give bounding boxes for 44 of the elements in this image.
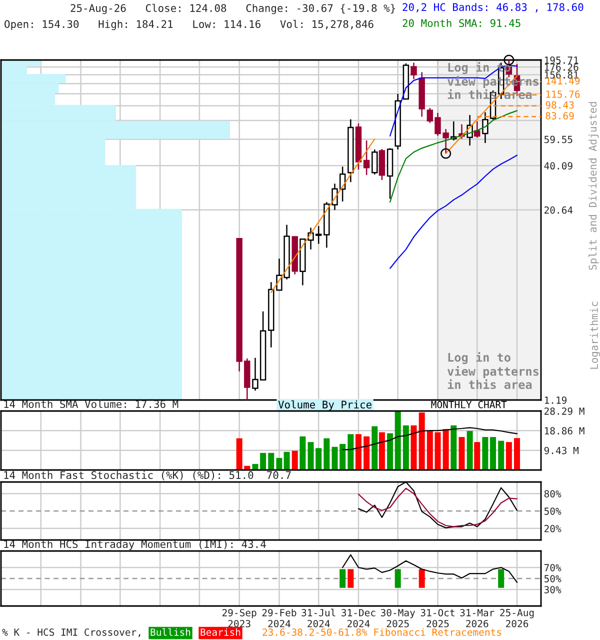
y-tick-label: 20.64 (544, 206, 573, 214)
y-tick-label: 50% (544, 575, 562, 582)
y-tick-label: 20% (544, 524, 562, 532)
text: Volume By Price (278, 400, 372, 411)
text: 23.6-38.2-50-61.8% Fibonacci Retracements (262, 628, 502, 636)
y-tick-label: 50% (544, 508, 562, 515)
text: 20,2 HC Bands: 46.83 , 178.60 (402, 2, 584, 12)
x-tick-label: 29-Feb 2024 (262, 608, 296, 628)
text: Bullish (150, 628, 190, 636)
x-tick-label: 31-Jul 2024 (302, 608, 336, 628)
legend-title: % K - HCS IMI Crossover, (2, 628, 140, 638)
x-tick-label: 31-Mar 2026 (460, 609, 494, 628)
y-tick-label: 70% (544, 564, 562, 572)
chart-subtitle: Open: 154.30 High: 184.21 Low: 114.16 Vol: 15,278,846 (4, 20, 374, 30)
y-tick-label: 176.26 (544, 63, 578, 71)
data-label: 115.76 (546, 90, 580, 98)
y-axis-title: Split and Dividend Adjusted (588, 102, 599, 270)
chart-title: 25-Aug-26 Close: 124.08 Change: -30.67 {-19.8 %} (70, 4, 395, 14)
data-label: 141.49 (546, 77, 580, 84)
text: MONTHLY CHART (431, 400, 507, 408)
text: Logarithmic (590, 302, 600, 369)
y-tick-label: 156.81 (544, 71, 578, 79)
chart-title: 14 Month SMA Volume: 17.36 M (4, 400, 178, 408)
data-label: 98.43 (546, 101, 574, 109)
text: Bearish (200, 628, 240, 636)
y-tick-label: 28.29 M (544, 408, 584, 415)
y-tick-label: 18.86 M (544, 427, 584, 435)
y-tick-label: 30% (544, 586, 562, 594)
chart-title: 14 Month HCS Intraday Momentum (IMI): 43.4 (4, 540, 266, 550)
x-tick-label: 30-May 2025 (380, 609, 416, 628)
x-tick-label: 25-Aug 2026 (500, 608, 534, 628)
y-tick-label: 59.55 (544, 136, 572, 144)
y-tick-label: 9.43 M (544, 446, 578, 454)
x-tick-label: 29-Sep 2023 (222, 609, 256, 628)
x-tick-label: 31-Dec 2024 (342, 609, 376, 628)
y-tick-label: 195.71 (544, 56, 578, 64)
y-tick-label: 1.19 (544, 396, 567, 404)
data-label: 83.69 (546, 112, 574, 120)
text: 20 Month SMA: 91.45 (402, 18, 520, 28)
y-tick-label: 40.09 (544, 162, 572, 170)
y-tick-label: 80% (544, 490, 562, 498)
x-tick-label: 31-Oct 2025 (420, 609, 454, 628)
chart-title: 14 Month Fast Stochastic (%K) (%D): 51.0 70.7 (4, 470, 291, 480)
annotation: Log in to view patterns in this area (448, 352, 538, 390)
